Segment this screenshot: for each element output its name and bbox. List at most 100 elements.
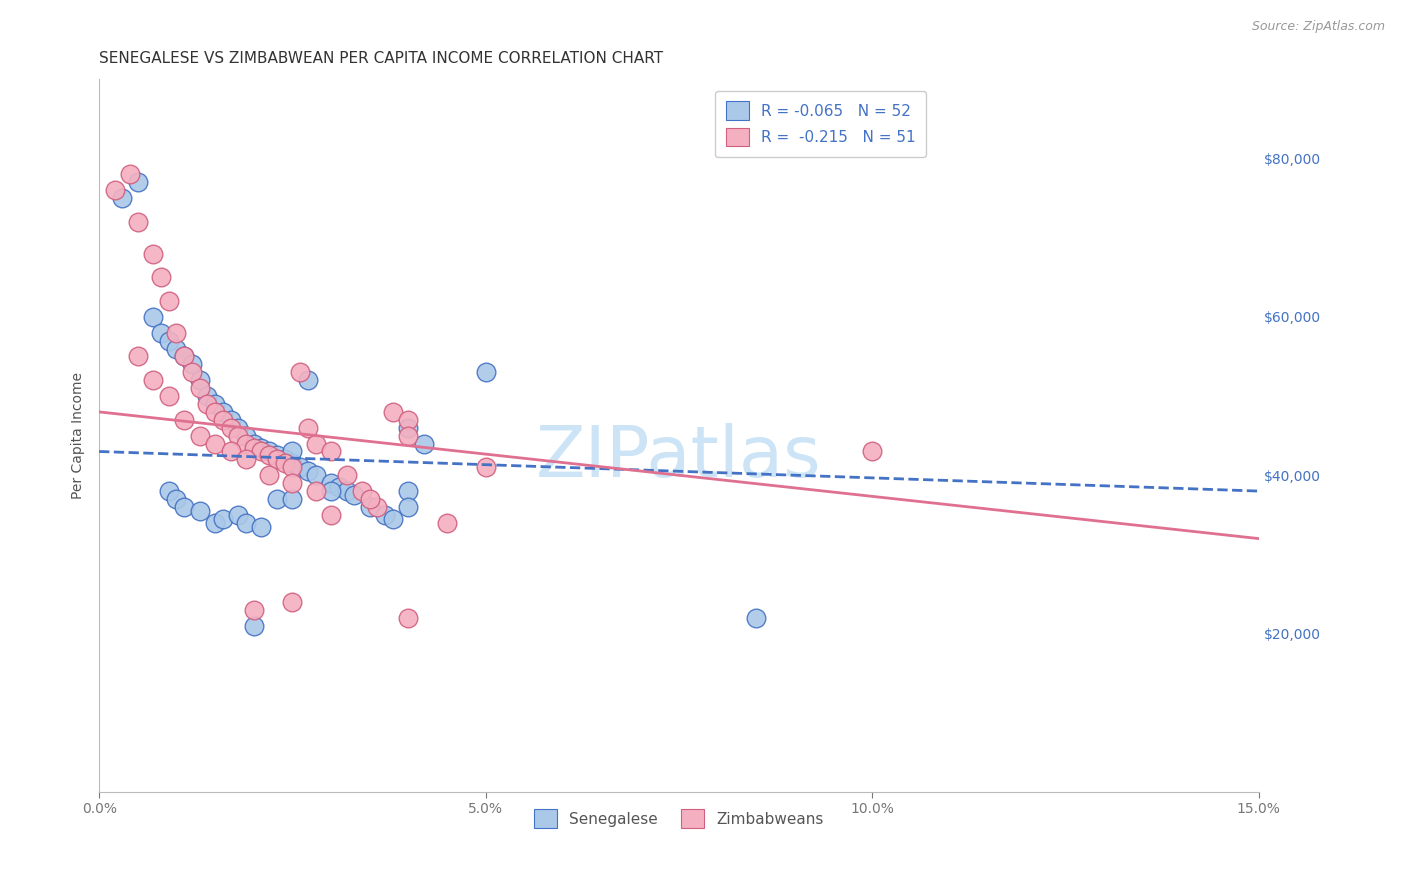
- Point: [127, 175, 149, 189]
- Point: [188, 504, 211, 518]
- Point: [142, 310, 165, 324]
- Point: [374, 508, 396, 522]
- Point: [297, 373, 319, 387]
- Point: [343, 488, 366, 502]
- Point: [266, 452, 288, 467]
- Point: [173, 350, 195, 364]
- Point: [319, 508, 342, 522]
- Point: [359, 500, 381, 514]
- Point: [288, 460, 311, 475]
- Point: [235, 516, 257, 530]
- Point: [235, 452, 257, 467]
- Point: [242, 436, 264, 450]
- Point: [396, 500, 419, 514]
- Point: [204, 436, 226, 450]
- Point: [173, 350, 195, 364]
- Point: [242, 618, 264, 632]
- Point: [297, 464, 319, 478]
- Point: [180, 365, 202, 379]
- Point: [165, 491, 187, 506]
- Point: [288, 365, 311, 379]
- Point: [366, 500, 388, 514]
- Point: [436, 516, 458, 530]
- Point: [118, 167, 141, 181]
- Point: [335, 484, 357, 499]
- Point: [335, 468, 357, 483]
- Point: [165, 342, 187, 356]
- Point: [235, 436, 257, 450]
- Point: [396, 413, 419, 427]
- Point: [319, 476, 342, 491]
- Point: [142, 246, 165, 260]
- Point: [266, 491, 288, 506]
- Point: [319, 484, 342, 499]
- Point: [281, 456, 304, 470]
- Point: [273, 456, 295, 470]
- Point: [204, 405, 226, 419]
- Point: [273, 452, 295, 467]
- Point: [211, 512, 233, 526]
- Point: [281, 476, 304, 491]
- Point: [204, 397, 226, 411]
- Point: [180, 358, 202, 372]
- Point: [257, 444, 280, 458]
- Point: [250, 444, 273, 458]
- Point: [474, 365, 496, 379]
- Point: [188, 373, 211, 387]
- Point: [257, 468, 280, 483]
- Point: [149, 326, 172, 340]
- Point: [142, 373, 165, 387]
- Point: [381, 512, 404, 526]
- Point: [195, 389, 218, 403]
- Point: [211, 405, 233, 419]
- Point: [412, 436, 434, 450]
- Point: [281, 595, 304, 609]
- Point: [157, 293, 180, 308]
- Point: [860, 444, 883, 458]
- Point: [304, 436, 326, 450]
- Point: [359, 491, 381, 506]
- Point: [165, 326, 187, 340]
- Point: [250, 441, 273, 455]
- Point: [104, 183, 127, 197]
- Point: [328, 480, 350, 494]
- Point: [474, 460, 496, 475]
- Point: [381, 405, 404, 419]
- Point: [250, 519, 273, 533]
- Point: [319, 444, 342, 458]
- Point: [396, 611, 419, 625]
- Point: [396, 421, 419, 435]
- Point: [350, 484, 373, 499]
- Point: [127, 350, 149, 364]
- Point: [304, 468, 326, 483]
- Point: [396, 428, 419, 442]
- Point: [745, 611, 768, 625]
- Point: [157, 484, 180, 499]
- Point: [257, 449, 280, 463]
- Point: [226, 421, 249, 435]
- Point: [111, 191, 134, 205]
- Point: [281, 491, 304, 506]
- Point: [219, 413, 242, 427]
- Point: [157, 334, 180, 348]
- Point: [266, 449, 288, 463]
- Point: [127, 215, 149, 229]
- Point: [219, 444, 242, 458]
- Point: [226, 508, 249, 522]
- Point: [281, 444, 304, 458]
- Point: [281, 460, 304, 475]
- Point: [297, 421, 319, 435]
- Point: [195, 397, 218, 411]
- Legend: Senegalese, Zimbabweans: Senegalese, Zimbabweans: [529, 804, 830, 834]
- Point: [219, 421, 242, 435]
- Text: Source: ZipAtlas.com: Source: ZipAtlas.com: [1251, 20, 1385, 33]
- Point: [173, 413, 195, 427]
- Point: [149, 270, 172, 285]
- Point: [235, 428, 257, 442]
- Point: [173, 500, 195, 514]
- Text: ZIPatlas: ZIPatlas: [536, 423, 821, 491]
- Point: [242, 441, 264, 455]
- Point: [157, 389, 180, 403]
- Point: [188, 381, 211, 395]
- Text: SENEGALESE VS ZIMBABWEAN PER CAPITA INCOME CORRELATION CHART: SENEGALESE VS ZIMBABWEAN PER CAPITA INCO…: [100, 51, 664, 66]
